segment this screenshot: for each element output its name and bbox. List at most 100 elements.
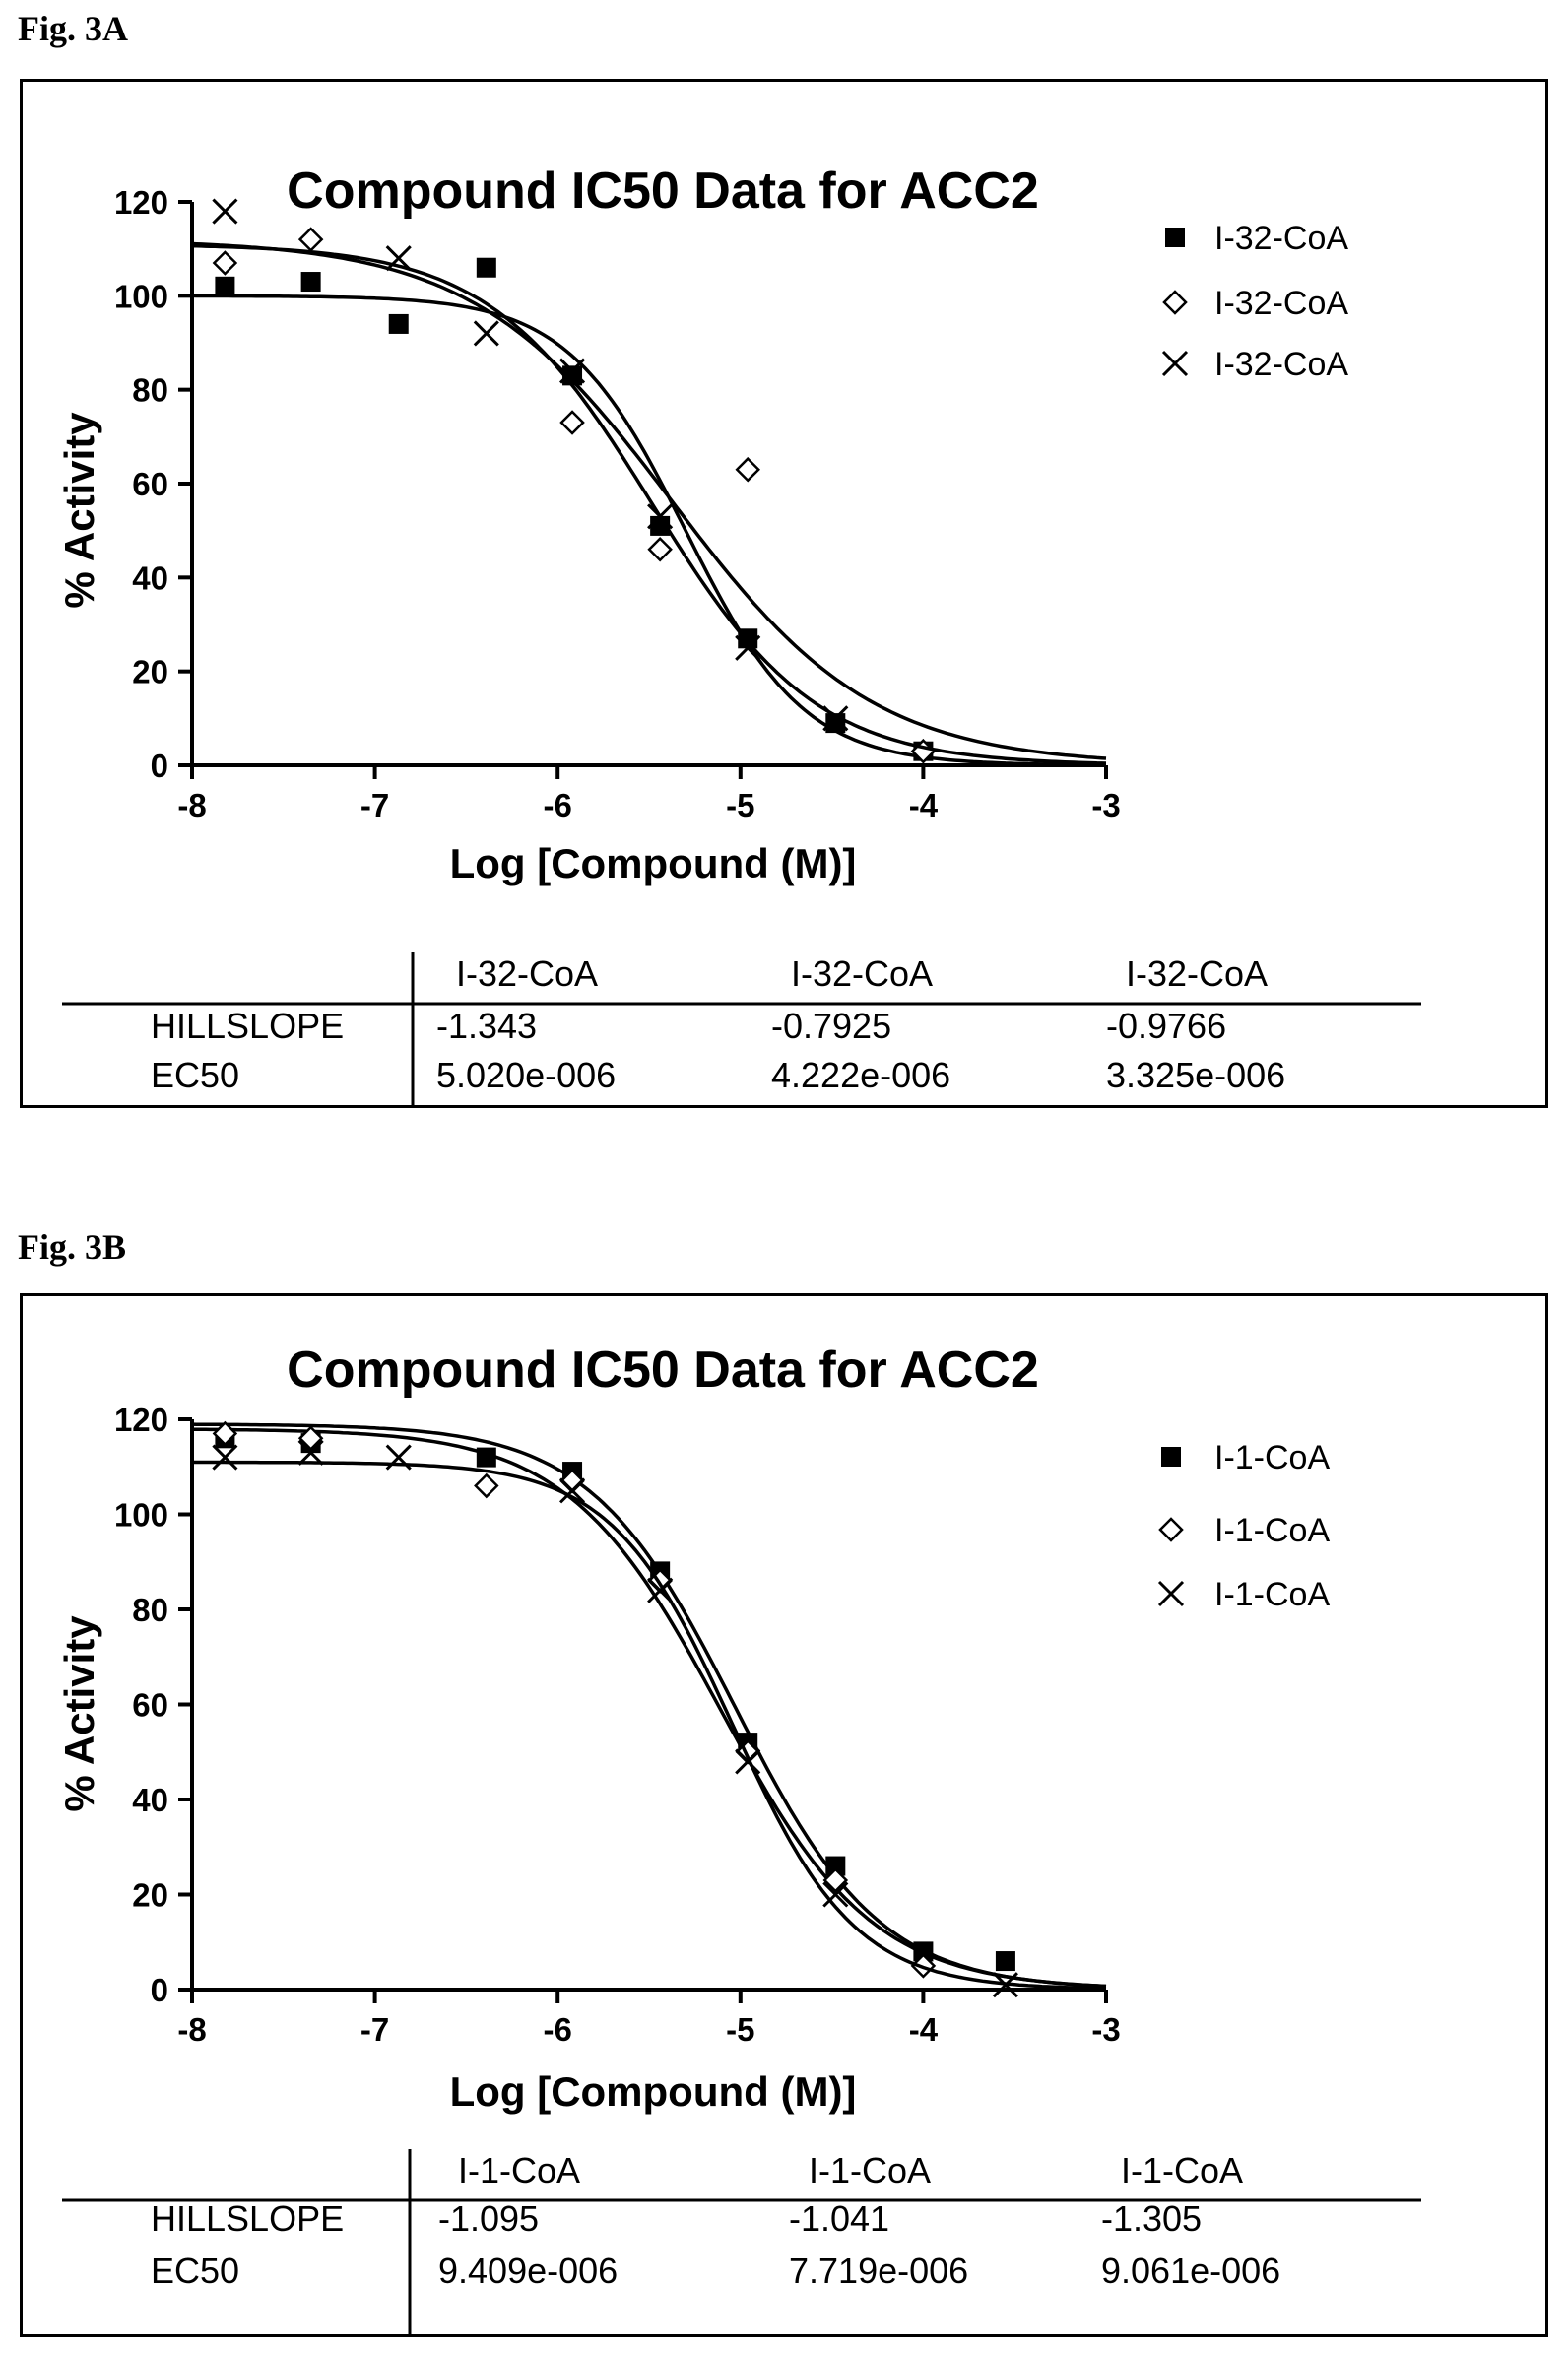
x-tick-label: -6 (544, 2011, 572, 2048)
table-header-series-2: I-32-CoA (791, 953, 933, 994)
data-point-series-3 (297, 1439, 324, 1466)
y-tick-label: 0 (151, 748, 168, 784)
data-point-series-3 (212, 1444, 238, 1471)
legend-label-series-1: I-32-CoA (1214, 220, 1348, 257)
table-header-series-2: I-1-CoA (809, 2150, 931, 2191)
x-tick-label: -4 (909, 2011, 939, 2048)
y-tick-label: 80 (132, 1592, 168, 1628)
y-axis-title: % Activity (56, 1615, 102, 1812)
data-point-series-2 (647, 536, 673, 562)
fit-curve-series-3 (192, 1460, 1107, 1991)
y-tick-label: 0 (151, 1972, 168, 2008)
data-point-series-2 (297, 1425, 324, 1452)
legend-marker-series-2 (1162, 290, 1188, 315)
table-header-series-3: I-32-CoA (1126, 953, 1268, 994)
x-axis-title: Log [Compound (M)] (450, 2068, 857, 2115)
data-point-series-3 (822, 705, 849, 732)
y-tick-label: 100 (114, 278, 168, 314)
data-point-series-3 (558, 1477, 586, 1504)
legend-marker-series-3 (1161, 350, 1189, 377)
y-tick-label: 120 (114, 1402, 168, 1438)
x-tick-label: -8 (177, 2011, 206, 2048)
legend-label-series-2: I-1-CoA (1214, 1512, 1330, 1549)
data-point-series-2 (559, 410, 585, 435)
data-point-series-3 (647, 1577, 674, 1603)
table-cell: -1.095 (438, 2198, 539, 2239)
y-tick-label: 40 (132, 1782, 168, 1818)
y-tick-label: 80 (132, 372, 168, 409)
y-tick-label: 60 (132, 1687, 168, 1724)
data-point-series-3 (473, 320, 499, 347)
x-tick-label: -4 (909, 787, 939, 823)
x-axis-title: Log [Compound (M)] (450, 840, 857, 886)
data-point-series-2 (212, 1420, 238, 1447)
fit-curve-series-1 (191, 1422, 1107, 1989)
ic50-chart-3a: Compound IC50 Data for ACC2 Log [Compoun… (56, 163, 1421, 1105)
table-cell: 3.325e-006 (1106, 1055, 1285, 1095)
x-tick-label: -7 (360, 787, 389, 823)
x-tick-label: -8 (177, 787, 206, 823)
table-cell: 4.222e-006 (771, 1055, 950, 1095)
legend-label-series-1: I-1-CoA (1214, 1439, 1330, 1476)
data-point-series-2 (212, 250, 238, 276)
data-point-series-1 (300, 272, 321, 293)
data-point-series-3 (558, 358, 586, 384)
table-header-series-1: I-1-CoA (458, 2150, 580, 2191)
y-tick-label: 40 (132, 559, 168, 596)
table-cell: -1.305 (1101, 2198, 1202, 2239)
x-tick-label: -5 (726, 787, 754, 823)
table-row-label: EC50 (151, 2251, 239, 2291)
legend-marker-series-1 (1165, 228, 1185, 247)
data-point-series-1 (476, 257, 496, 278)
y-tick-label: 120 (114, 184, 168, 221)
data-point-series-2 (822, 1867, 849, 1893)
x-tick-label: -3 (1091, 2011, 1120, 2048)
x-tick-label: -3 (1091, 787, 1120, 823)
table-cell: 5.020e-006 (436, 1055, 616, 1095)
table-cell: 9.061e-006 (1101, 2251, 1280, 2291)
legend-label-series-2: I-32-CoA (1214, 285, 1348, 322)
data-point-series-1 (995, 1951, 1015, 1972)
data-point-series-3 (735, 634, 761, 661)
table-header-series-1: I-32-CoA (456, 953, 598, 994)
data-point-series-1 (215, 276, 235, 296)
data-point-series-3 (385, 1444, 412, 1471)
fit-curve-series-3 (191, 243, 1107, 765)
fit-curve-series-2 (192, 1427, 1107, 1989)
y-axis-title: % Activity (56, 412, 102, 609)
data-point-series-3 (822, 1881, 849, 1908)
data-point-series-3 (647, 503, 674, 530)
table-row-label: EC50 (151, 1055, 239, 1095)
y-tick-label: 20 (132, 1877, 168, 1914)
fit-curve-series-2 (191, 241, 1107, 760)
figure-panel-3a: Compound IC50 Data for ACC2 Log [Compoun… (20, 79, 1548, 1108)
data-point-series-2 (297, 227, 324, 252)
figure-label-3b: Fig. 3B (18, 1227, 127, 1267)
fit-curve-series-1 (191, 294, 1106, 767)
chart-title: Compound IC50 Data for ACC2 (287, 163, 1039, 220)
data-point-series-3 (992, 1972, 1018, 1998)
figure-label-3a: Fig. 3A (18, 9, 128, 48)
legend-marker-series-1 (1161, 1447, 1181, 1467)
figure-panel-3b: Compound IC50 Data for ACC2 Log [Compoun… (20, 1293, 1548, 2337)
legend-label-series-3: I-32-CoA (1214, 346, 1348, 383)
legend-marker-series-2 (1158, 1517, 1184, 1542)
y-tick-label: 100 (114, 1497, 168, 1534)
y-tick-label: 20 (132, 654, 168, 690)
table-cell: -1.343 (436, 1006, 537, 1046)
legend-marker-series-3 (1157, 1580, 1185, 1607)
table-cell: 7.719e-006 (789, 2251, 968, 2291)
data-point-series-3 (385, 245, 412, 272)
table-cell: -1.041 (789, 2198, 889, 2239)
table-row-label: HILLSLOPE (151, 2198, 344, 2239)
data-point-series-1 (825, 1856, 846, 1876)
x-tick-label: -6 (544, 787, 572, 823)
data-point-series-2 (474, 1472, 499, 1499)
x-tick-label: -7 (360, 2011, 389, 2048)
table-header-series-3: I-1-CoA (1121, 2150, 1243, 2191)
data-point-series-3 (735, 1748, 761, 1775)
legend-label-series-3: I-1-CoA (1214, 1576, 1330, 1613)
y-tick-label: 60 (132, 466, 168, 502)
data-point-series-2 (735, 456, 760, 483)
data-point-series-1 (388, 313, 409, 334)
